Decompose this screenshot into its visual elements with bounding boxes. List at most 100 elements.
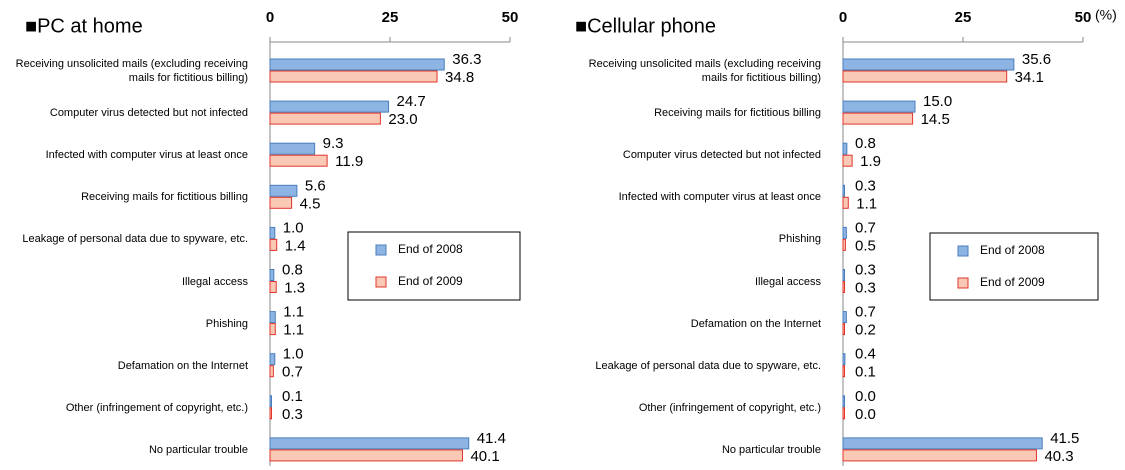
value-label: 0.1	[855, 364, 876, 381]
value-label: 5.6	[305, 177, 326, 194]
category-label: Other (infringement of copyright, etc.)	[65, 401, 248, 414]
value-label: 23.0	[388, 111, 417, 128]
value-label: 0.4	[855, 346, 876, 363]
value-label: 1.0	[283, 346, 304, 363]
x-tick-label: 25	[955, 9, 972, 26]
bar	[842, 353, 846, 366]
value-label: 9.3	[323, 135, 344, 152]
value-label: 0.7	[282, 364, 303, 381]
value-label: 0.5	[855, 237, 876, 254]
bar	[269, 70, 438, 83]
category-label: No particular trouble	[721, 443, 821, 456]
bar	[842, 184, 845, 197]
bar	[269, 58, 445, 71]
category-label: Other (infringement of copyright, etc.)	[638, 401, 821, 414]
legend-swatch	[957, 245, 969, 257]
category-label: Leakage of personal data due to spyware,…	[595, 359, 821, 372]
bar	[842, 281, 845, 293]
value-label: 36.3	[452, 51, 481, 68]
value-label: 14.5	[921, 111, 950, 128]
bar	[842, 365, 845, 378]
legend-swatch	[375, 244, 387, 256]
value-label: 34.1	[1015, 69, 1044, 86]
value-label: 1.1	[283, 322, 304, 339]
category-label: No particular trouble	[148, 443, 248, 456]
value-label: 40.3	[1044, 448, 1073, 465]
value-label: 0.2	[855, 322, 876, 339]
value-label: 35.6	[1022, 51, 1051, 68]
value-label: 41.4	[477, 430, 506, 447]
bar	[842, 154, 853, 167]
bar	[269, 449, 463, 462]
x-tick-label: 50	[502, 9, 519, 26]
category-label: Defamation on the Internet	[117, 359, 248, 372]
value-label: 40.1	[470, 448, 499, 465]
bar	[842, 58, 1015, 71]
x-tick-label: 0	[839, 9, 847, 26]
bar	[269, 395, 272, 408]
category-label: Illegal access	[181, 275, 248, 288]
bar	[842, 112, 914, 125]
x-tick-label: 0	[266, 9, 274, 26]
value-label: 1.9	[860, 153, 881, 170]
legend-swatch	[957, 277, 969, 289]
bar	[269, 226, 276, 239]
legend-label: End of 2008	[398, 242, 463, 256]
bar	[842, 437, 1043, 450]
value-label: 0.7	[855, 219, 876, 236]
value-label: 0.3	[855, 279, 876, 296]
chart-title: ■Cellular phone	[575, 15, 716, 37]
bar	[842, 70, 1008, 83]
bar	[269, 323, 276, 336]
value-label: 1.4	[285, 237, 306, 254]
category-label: Illegal access	[754, 275, 821, 288]
bar	[842, 449, 1037, 462]
bar	[842, 196, 849, 209]
value-label: 15.0	[923, 93, 952, 110]
bar	[842, 238, 846, 251]
bar	[269, 269, 275, 281]
legend-box	[347, 231, 521, 301]
bar	[269, 100, 390, 113]
category-label: Receiving unsolicited mails (excluding r…	[588, 58, 821, 84]
x-tick-label: 25	[382, 9, 399, 26]
bar	[269, 154, 328, 167]
bar	[269, 353, 276, 366]
category-label: Computer virus detected but not infected	[622, 149, 821, 162]
value-label: 4.5	[300, 195, 321, 212]
category-label: Receiving mails for fictitious billing	[81, 191, 248, 204]
category-label: Receiving unsolicited mails (excluding r…	[15, 58, 248, 84]
legend-label: End of 2008	[980, 243, 1045, 257]
bar	[842, 100, 916, 113]
category-label: Infected with computer virus at least on…	[618, 191, 821, 204]
category-label: Leakage of personal data due to spyware,…	[22, 233, 248, 246]
legend-label: End of 2009	[980, 275, 1045, 289]
bar	[842, 269, 845, 281]
value-label: 1.1	[283, 304, 304, 321]
value-label: 34.8	[445, 69, 474, 86]
value-label: 0.0	[855, 406, 876, 423]
value-label: 11.9	[335, 153, 363, 170]
value-label: 1.3	[284, 279, 305, 296]
value-label: 0.3	[855, 261, 876, 278]
bar	[269, 365, 274, 378]
x-tick-label: 50	[1075, 9, 1092, 26]
value-label: 1.0	[283, 219, 304, 236]
value-label: 0.8	[282, 261, 303, 278]
bar	[842, 142, 848, 155]
bar	[269, 437, 470, 450]
value-label: 0.8	[855, 135, 876, 152]
category-label: Phishing	[205, 317, 248, 330]
bar	[269, 281, 277, 293]
bar	[269, 112, 381, 125]
value-label: 0.7	[855, 304, 876, 321]
value-label: 0.3	[855, 177, 876, 194]
value-label: 1.1	[856, 195, 877, 212]
bar	[269, 407, 272, 420]
category-label: Phishing	[778, 233, 821, 246]
value-label: 0.1	[282, 388, 303, 405]
bar	[842, 395, 845, 408]
bar	[269, 184, 298, 197]
